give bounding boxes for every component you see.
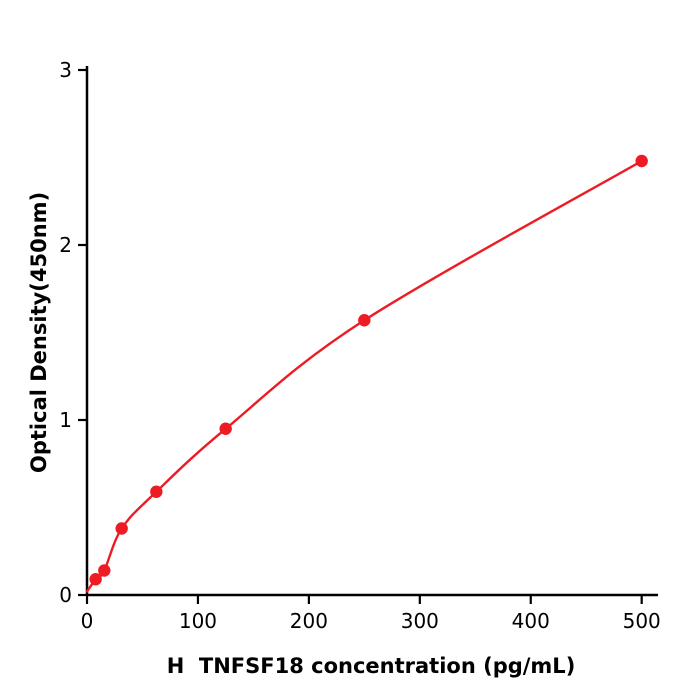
curve-line: [85, 159, 643, 593]
data-point: [89, 573, 102, 586]
data-point: [115, 522, 128, 535]
x-tick-label: 400: [512, 609, 550, 633]
x-tick-label: 100: [179, 609, 217, 633]
y-tick-label: 2: [59, 233, 72, 257]
data-point: [635, 154, 648, 168]
y-tick-label: 3: [59, 58, 72, 82]
data-point: [219, 422, 232, 435]
data-point: [98, 564, 111, 577]
x-tick-label: 500: [623, 609, 661, 633]
y-tick-label: 0: [59, 583, 72, 607]
x-axis-title: H TNFSF18 concentration (pg/mL): [166, 654, 576, 678]
y-axis-title: Optical Density(450nm): [27, 191, 51, 474]
x-tick-label: 200: [290, 609, 328, 633]
data-point: [358, 314, 371, 327]
y-tick-label: 1: [59, 408, 72, 432]
x-tick-label: 0: [81, 609, 94, 633]
x-tick-label: 300: [401, 609, 439, 633]
data-point: [150, 485, 163, 498]
